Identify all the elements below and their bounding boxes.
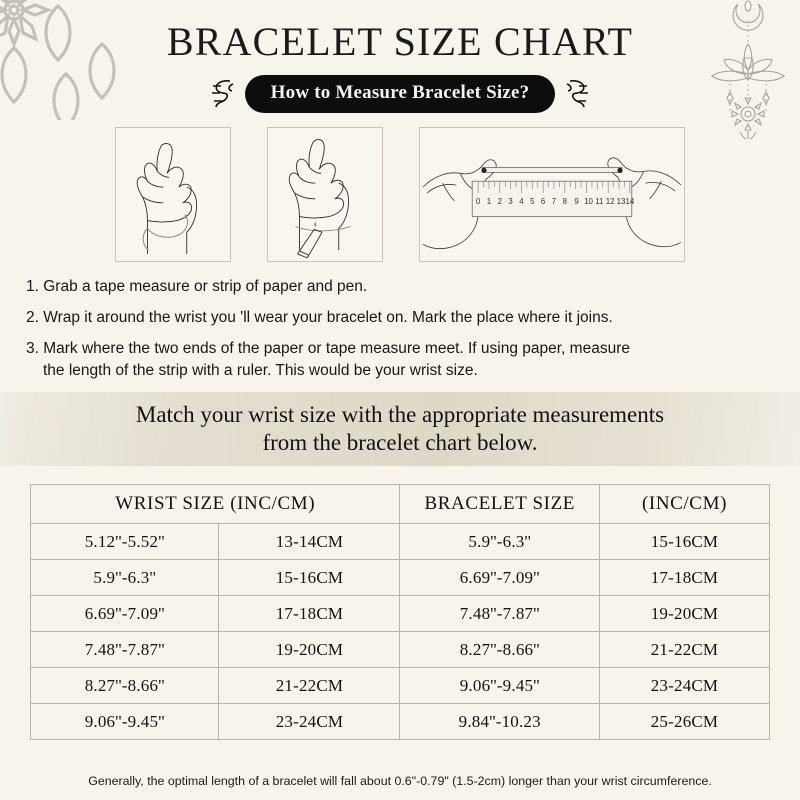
cell-wrist-cm: 13-14CM bbox=[218, 523, 401, 560]
table-row: 7.48''-7.87'' 19-20CM 8.27''-8.66'' 21-2… bbox=[29, 631, 770, 668]
cell-wrist-inch: 6.69''-7.09'' bbox=[29, 595, 220, 632]
step-item: 2. Wrap it around the wrist you 'll wear… bbox=[26, 309, 613, 326]
table-row: 6.69''-7.09'' 17-18CM 7.48''-7.87'' 19-2… bbox=[29, 595, 770, 632]
flourish-ornament-icon bbox=[211, 80, 233, 108]
table-header-row: WRIST SIZE (INC/CM) BRACELET SIZE (INC/C… bbox=[29, 484, 770, 524]
step-item-line2: the length of the strip with a ruler. Th… bbox=[43, 362, 478, 379]
match-size-banner: Match your wrist size with the appropria… bbox=[0, 392, 800, 466]
svg-text:5: 5 bbox=[530, 197, 535, 206]
table-row: 8.27''-8.66'' 21-22CM 9.06''-9.45'' 23-2… bbox=[29, 667, 770, 704]
cell-wrist-inch: 7.48''-7.87'' bbox=[29, 631, 220, 668]
table-row: 9.06''-9.45'' 23-24CM 9.84''-10.23 25-26… bbox=[29, 703, 770, 740]
step-item-line1: 3. Mark where the two ends of the paper … bbox=[26, 340, 630, 357]
cell-bracelet-inch: 8.27''-8.66'' bbox=[399, 631, 600, 668]
cell-wrist-inch: 5.12''-5.52'' bbox=[29, 523, 220, 560]
svg-text:4: 4 bbox=[519, 197, 524, 206]
flourish-ornament-icon bbox=[566, 80, 589, 108]
banner-line-1: Match your wrist size with the appropria… bbox=[135, 402, 665, 428]
measure-steps-list: 1. Grab a tape measure or strip of paper… bbox=[0, 276, 800, 382]
svg-text:8: 8 bbox=[563, 197, 568, 206]
cell-wrist-cm: 19-20CM bbox=[218, 631, 401, 668]
cell-bracelet-inch: 7.48''-7.87'' bbox=[399, 595, 600, 632]
cell-wrist-cm: 23-24CM bbox=[218, 703, 401, 740]
table-row: 5.12''-5.52'' 13-14CM 5.9''-6.3'' 15-16C… bbox=[29, 523, 770, 560]
cell-bracelet-inch: 9.84''-10.23 bbox=[399, 703, 600, 740]
banner-line-2: from the bracelet chart below. bbox=[262, 430, 538, 455]
cell-bracelet-inch: 5.9''-6.3'' bbox=[399, 523, 600, 560]
cell-bracelet-inch: 6.69''-7.09'' bbox=[399, 559, 600, 596]
header-wrist-size: WRIST SIZE (INC/CM) bbox=[29, 484, 401, 524]
svg-text:9: 9 bbox=[574, 197, 578, 206]
how-to-measure-pill: How to Measure Bracelet Size? bbox=[244, 75, 556, 113]
illustration-hand-with-tape bbox=[115, 127, 231, 262]
header-bracelet-size: BRACELET SIZE bbox=[399, 484, 600, 524]
table-row: 5.9''-6.3'' 15-16CM 6.69''-7.09'' 17-18C… bbox=[29, 559, 770, 596]
svg-text:6: 6 bbox=[541, 197, 546, 206]
bracelet-size-table: WRIST SIZE (INC/CM) BRACELET SIZE (INC/C… bbox=[29, 484, 770, 740]
cell-wrist-inch: 8.27''-8.66'' bbox=[29, 667, 220, 704]
cell-bracelet-cm: 21-22CM bbox=[599, 631, 770, 668]
svg-text:0: 0 bbox=[476, 197, 481, 206]
hand-with-tape-around-wrist-icon bbox=[136, 143, 198, 254]
subtitle-row: How to Measure Bracelet Size? bbox=[0, 75, 800, 113]
cell-wrist-cm: 17-18CM bbox=[218, 595, 401, 632]
cell-bracelet-cm: 23-24CM bbox=[599, 667, 770, 704]
svg-text:2: 2 bbox=[498, 197, 502, 206]
cell-bracelet-cm: 19-20CM bbox=[599, 595, 770, 632]
step-item: 3. Mark where the two ends of the paper … bbox=[26, 338, 778, 382]
svg-text:10: 10 bbox=[584, 197, 593, 206]
step-item: 1. Grab a tape measure or strip of paper… bbox=[26, 278, 368, 295]
svg-text:12: 12 bbox=[606, 197, 615, 206]
cell-bracelet-inch: 9.06''-9.45'' bbox=[399, 667, 600, 704]
svg-text:1: 1 bbox=[487, 197, 491, 206]
cell-wrist-inch: 5.9''-6.3'' bbox=[29, 559, 220, 596]
cell-bracelet-cm: 25-26CM bbox=[599, 703, 770, 740]
hand-marking-wrist-with-pen-icon bbox=[288, 139, 351, 259]
size-table-wrapper: WRIST SIZE (INC/CM) BRACELET SIZE (INC/C… bbox=[0, 484, 800, 740]
illustration-hand-marking-wrist bbox=[267, 127, 383, 262]
svg-text:14: 14 bbox=[625, 197, 634, 206]
header-bracelet-size-unit: (INC/CM) bbox=[599, 484, 770, 524]
svg-text:13: 13 bbox=[617, 197, 626, 206]
cell-bracelet-cm: 17-18CM bbox=[599, 559, 770, 596]
cell-wrist-cm: 21-22CM bbox=[218, 667, 401, 704]
cell-bracelet-cm: 15-16CM bbox=[599, 523, 770, 560]
svg-text:11: 11 bbox=[595, 197, 603, 206]
cell-wrist-inch: 9.06''-9.45'' bbox=[29, 703, 220, 740]
svg-text:7: 7 bbox=[552, 197, 556, 206]
footer-note: Generally, the optimal length of a brace… bbox=[88, 774, 712, 788]
svg-text:3: 3 bbox=[508, 197, 513, 206]
cell-wrist-cm: 15-16CM bbox=[218, 559, 401, 596]
page-title: BRACELET SIZE CHART bbox=[166, 19, 634, 64]
